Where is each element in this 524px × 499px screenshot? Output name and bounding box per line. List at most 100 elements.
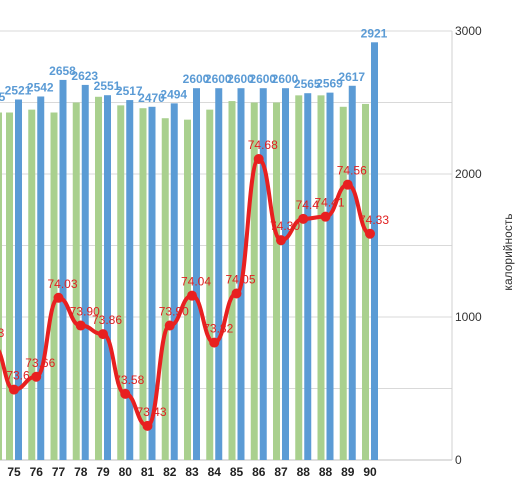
line-value-label: 73.66 [25, 356, 55, 370]
bar-value-label-partial: 5 [0, 90, 6, 104]
bar-blue [126, 100, 134, 460]
line-point [164, 320, 175, 331]
line-point [98, 329, 108, 340]
x-tick-label: 80 [119, 465, 133, 479]
bar-value-label: 2623 [71, 69, 98, 83]
bar-green-partial [0, 112, 2, 460]
bar-value-label: 2600 [227, 72, 254, 86]
bar-value-label: 2517 [116, 84, 143, 98]
bar-blue [170, 103, 178, 460]
bar-value-label: 2600 [272, 72, 299, 86]
line-point [231, 288, 242, 299]
bar-value-label: 2600 [205, 72, 232, 86]
bar-green [362, 103, 369, 461]
bar-blue [104, 95, 111, 460]
x-axis: 75 76 77 78 79 80 81 82 83 84 85 86 87 88 88 89 90 [7, 465, 377, 479]
x-tick-label: 88 [297, 465, 311, 479]
bar-blue [304, 93, 312, 460]
line-point [365, 228, 375, 239]
bar-value-label: 2600 [249, 72, 276, 86]
bar-value-label: 2542 [27, 80, 54, 94]
bar-green [50, 112, 58, 460]
line-value-label: 74.41 [314, 196, 344, 210]
bar-green [139, 108, 147, 460]
bar-green [250, 102, 258, 460]
bar-blue [37, 96, 45, 460]
bar-blue [348, 85, 356, 461]
line-value-label: 74.68 [248, 138, 278, 152]
gridlines [0, 30, 453, 461]
x-tick-label: 82 [163, 465, 177, 479]
line-point [9, 384, 19, 395]
line-value-labels: 73.673.6674.0373.9073.8673.5873.4373.907… [0, 138, 389, 419]
line-value-label: 73.86 [92, 313, 122, 327]
bar-green [6, 112, 13, 460]
bar-green [339, 106, 347, 460]
line-value-label: 74.04 [181, 275, 211, 289]
y-tick-label: 1000 [455, 310, 482, 324]
x-tick-label: 90 [363, 465, 377, 479]
bar-blue [282, 88, 289, 460]
line-value-label: 74.30 [270, 219, 300, 233]
x-tick-label: 77 [52, 465, 66, 479]
line-point [120, 388, 131, 399]
x-tick-label: 78 [74, 465, 88, 479]
line-value-label: 73.43 [136, 405, 166, 419]
bar-green [28, 109, 36, 461]
line-point [298, 213, 309, 224]
y-axis-right: 0 1000 2000 3000 [455, 24, 482, 467]
bar-green [95, 96, 102, 460]
line-value-label: 74.4 [296, 198, 320, 212]
bar-green [117, 105, 125, 461]
line-value-label-partial: 3 [0, 326, 5, 340]
line-value-label: 74.56 [337, 164, 367, 178]
line-value-label: 74.05 [225, 273, 255, 287]
bar-green [228, 101, 236, 460]
y-tick-label: 0 [455, 453, 462, 467]
bar-green [317, 95, 325, 460]
bar-blue [326, 92, 334, 461]
bar-value-label: 2921 [361, 26, 388, 40]
bar-green [206, 109, 214, 461]
bar-green [72, 102, 80, 460]
line-value-label: 73.82 [203, 322, 233, 336]
bar-green [184, 119, 191, 460]
y-axis-label: калорийность [501, 213, 515, 290]
line-point [320, 211, 331, 222]
line-value-label: 73.6 [6, 369, 30, 383]
line-point [142, 420, 153, 431]
line-point [53, 292, 64, 303]
line-value-label: 74.33 [359, 213, 389, 227]
line-point [276, 235, 286, 246]
x-tick-label: 79 [96, 465, 110, 479]
bar-green [273, 102, 280, 460]
x-tick-label: 89 [341, 465, 355, 479]
line-point [75, 320, 86, 331]
x-tick-label: 83 [185, 465, 199, 479]
bar-green [295, 95, 303, 460]
bar-green [161, 118, 169, 460]
line-point [342, 179, 353, 190]
line-value-label: 73.58 [114, 373, 144, 387]
bar-value-label: 2521 [5, 83, 32, 97]
bar-blue [371, 42, 378, 461]
bar-blue [215, 88, 223, 460]
bar-blue [81, 84, 89, 460]
x-tick-label: 85 [230, 465, 244, 479]
x-tick-label: 75 [7, 465, 21, 479]
bar-value-label: 2569 [316, 77, 343, 91]
bar-value-label: 2470 [138, 91, 165, 105]
bar-blue [148, 106, 156, 460]
line-value-label: 73.90 [159, 305, 189, 319]
line-point [31, 371, 42, 382]
bar-value-label: 2565 [294, 77, 321, 91]
line-point [209, 337, 220, 348]
line-value-label: 74.03 [47, 277, 77, 291]
x-tick-label: 86 [252, 465, 266, 479]
bar-value-label: 2617 [338, 70, 365, 84]
y-tick-label: 3000 [455, 24, 482, 38]
line-point [253, 154, 264, 165]
x-tick-label: 81 [141, 465, 155, 479]
bar-value-label: 2600 [183, 72, 210, 86]
